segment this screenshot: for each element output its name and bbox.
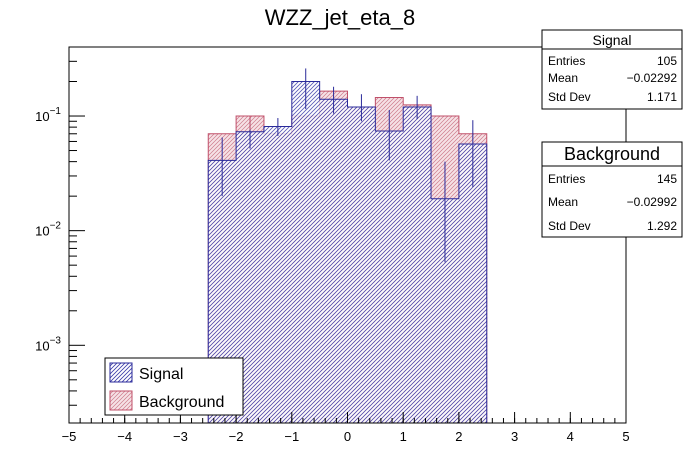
stats-background-std: 1.292 <box>647 219 677 233</box>
y-tick-label: 10−2 <box>35 221 61 239</box>
stats-background-mean: −0.02992 <box>627 195 678 209</box>
stats-background-title: Background <box>564 144 660 164</box>
x-tick-label: −5 <box>62 429 77 444</box>
x-tick-label: 5 <box>622 429 629 444</box>
signal-bar <box>458 144 487 424</box>
legend-swatch-signal <box>109 362 133 383</box>
x-tick-label: 3 <box>511 429 518 444</box>
x-tick-label: 4 <box>567 429 574 444</box>
x-tick-label: −1 <box>284 429 299 444</box>
stats-background-entries: 145 <box>657 172 677 186</box>
legend-label-background: Background <box>139 394 224 411</box>
legend-swatch-background <box>109 390 133 411</box>
signal-bar <box>403 106 432 423</box>
chart-title: WZZ_jet_eta_8 <box>265 5 415 30</box>
stats-signal-entries: 105 <box>657 54 677 68</box>
stats-signal-std: 1.171 <box>647 90 677 104</box>
legend-label-signal: Signal <box>139 366 183 383</box>
signal-bar <box>319 99 348 423</box>
stats-signal-std-label: Std Dev <box>548 90 591 104</box>
stats-signal-mean: −0.02292 <box>627 71 678 85</box>
stats-signal-title: Signal <box>593 32 632 48</box>
signal-bar <box>263 126 292 424</box>
stats-box-background: Background Entries 145 Mean −0.02992 Std… <box>541 141 683 238</box>
x-tick-label: 0 <box>344 429 351 444</box>
x-tick-label: −2 <box>229 429 244 444</box>
stats-background-std-label: Std Dev <box>548 219 591 233</box>
x-tick-label: 2 <box>455 429 462 444</box>
stats-background-entries-label: Entries <box>548 172 585 186</box>
stats-box-signal: Signal Entries 105 Mean −0.02292 Std Dev… <box>541 29 683 110</box>
stats-background-mean-label: Mean <box>548 195 578 209</box>
signal-bar <box>347 106 376 423</box>
signal-bar <box>291 81 320 423</box>
legend: Signal Background <box>104 357 244 416</box>
y-tick-label: 10−1 <box>35 106 61 124</box>
stats-signal-entries-label: Entries <box>548 54 585 68</box>
y-tick-label: 10−3 <box>35 335 61 353</box>
x-tick-label: −3 <box>173 429 188 444</box>
x-tick-label: −4 <box>117 429 132 444</box>
x-tick-label: 1 <box>400 429 407 444</box>
stats-signal-mean-label: Mean <box>548 71 578 85</box>
signal-bar <box>375 131 404 423</box>
